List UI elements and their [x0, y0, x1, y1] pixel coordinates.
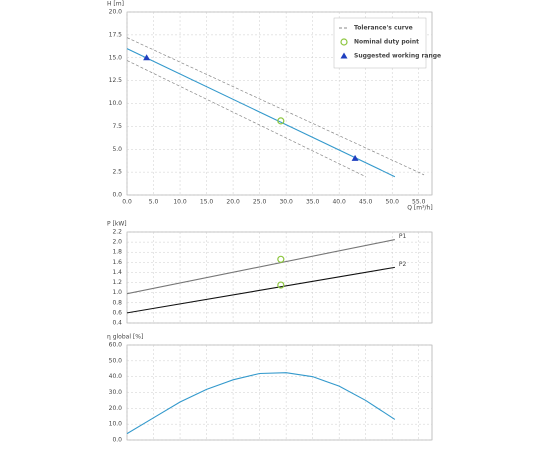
y-tick-label: 0.0 — [112, 437, 122, 444]
duty-point — [277, 117, 285, 125]
y-tick-label: 40.0 — [109, 373, 123, 380]
y-tick-label: 15.0 — [109, 54, 123, 61]
y-tick-label: 30.0 — [109, 389, 123, 396]
y-tick-label: 0.6 — [112, 309, 122, 316]
series-line — [126, 266, 395, 314]
range-marker — [143, 54, 151, 61]
y-axis-label: P [kW] — [107, 221, 127, 228]
y-tick-label: 17.5 — [109, 31, 123, 38]
x-tick-label: 25.0 — [253, 199, 267, 206]
x-tick-label: 35.0 — [306, 199, 320, 206]
y-tick-label: 12.5 — [109, 77, 123, 84]
y-axis-label: H [m] — [107, 1, 124, 8]
y-tick-label: 0.0 — [112, 192, 122, 199]
legend-label: Nominal duty point — [354, 39, 419, 46]
series-line — [126, 60, 366, 178]
duty-point — [277, 255, 285, 263]
plot-area — [126, 231, 433, 324]
legend-label: Suggested working range — [354, 53, 441, 60]
y-tick-label: 2.0 — [112, 239, 122, 246]
y-tick-label: 0.4 — [112, 320, 122, 327]
y-tick-label: 10.0 — [109, 100, 123, 107]
y-tick-label: 2.2 — [112, 229, 122, 236]
y-tick-label: 1.8 — [112, 249, 122, 256]
y-tick-label: 50.0 — [109, 357, 123, 364]
y-tick-label: 1.6 — [112, 259, 122, 266]
y-tick-label: 1.4 — [112, 269, 122, 276]
y-tick-label: 10.0 — [109, 421, 123, 428]
line-label: P2 — [399, 261, 407, 268]
y-tick-label: 2.5 — [112, 169, 122, 176]
range-marker — [351, 154, 359, 161]
x-tick-label: 0.0 — [122, 199, 132, 206]
x-tick-label: 30.0 — [279, 199, 293, 206]
y-tick-label: 1.0 — [112, 289, 122, 296]
legend-symbol — [340, 52, 348, 59]
series-line — [126, 48, 396, 178]
x-tick-label: 40.0 — [332, 199, 346, 206]
y-tick-label: 1.2 — [112, 279, 122, 286]
y-tick-label: 5.0 — [112, 146, 122, 153]
x-tick-label: 5.0 — [149, 199, 159, 206]
series-line — [126, 372, 396, 435]
series-line — [126, 239, 395, 295]
x-tick-label: 55.0 — [412, 199, 426, 206]
x-tick-label: 45.0 — [359, 199, 373, 206]
x-tick-label: 20.0 — [226, 199, 240, 206]
x-axis-label: Q [m³/h] — [407, 205, 432, 212]
series-line — [126, 37, 425, 176]
y-tick-label: 0.8 — [112, 299, 122, 306]
y-axis-label: η global [%] — [107, 334, 143, 341]
y-tick-label: 20.0 — [109, 9, 123, 16]
line-label: P1 — [399, 233, 407, 240]
y-tick-label: 60.0 — [109, 342, 123, 349]
y-tick-label: 7.5 — [112, 123, 122, 130]
legend-symbol — [340, 38, 348, 46]
legend-label: Tolerance's curve — [354, 25, 413, 32]
x-tick-label: 10.0 — [173, 199, 187, 206]
x-tick-label: 50.0 — [386, 199, 400, 206]
y-tick-label: 20.0 — [109, 405, 123, 412]
x-tick-label: 15.0 — [200, 199, 214, 206]
duty-point — [277, 281, 285, 289]
legend — [333, 17, 427, 69]
